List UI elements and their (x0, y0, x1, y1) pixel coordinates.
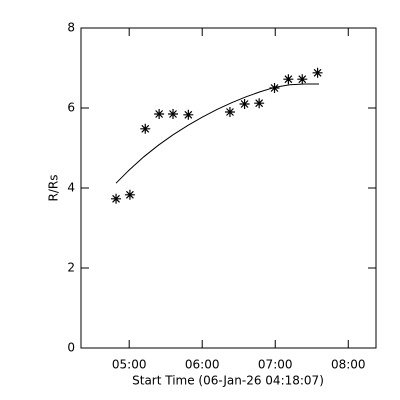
y-axis-label: R/Rs (47, 175, 61, 202)
data-point (297, 74, 308, 85)
data-point (269, 83, 280, 93)
y-tick-label: 2 (67, 261, 75, 275)
data-point (254, 98, 265, 109)
data-point (140, 123, 151, 134)
data-point (283, 74, 294, 85)
x-tick-label: 05:00 (112, 358, 147, 372)
fit-line (115, 83, 319, 184)
x-tick-label: 08:00 (331, 358, 366, 372)
data-point (312, 67, 323, 78)
data-point (111, 193, 122, 204)
data-point (154, 109, 165, 119)
y-tick-label: 4 (67, 181, 75, 195)
x-tick-label: 06:00 (185, 358, 220, 372)
x-axis-label: Start Time (06-Jan-26 04:18:07) (132, 374, 324, 388)
y-tick-label: 0 (67, 341, 75, 355)
data-point (183, 109, 194, 120)
data-point (224, 107, 235, 117)
data-point (124, 189, 135, 200)
x-tick-label: 07:00 (258, 358, 293, 372)
data-point (168, 109, 179, 119)
y-tick-label: 6 (67, 101, 75, 115)
y-tick-label: 8 (67, 21, 75, 35)
plot-frame (80, 27, 377, 349)
data-point (239, 99, 250, 109)
